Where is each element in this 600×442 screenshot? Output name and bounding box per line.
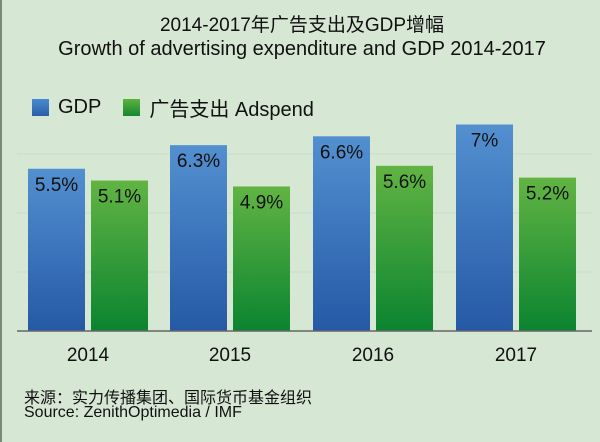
x-tick-label: 2014 (67, 345, 110, 366)
bar-gdp-2014 (28, 168, 85, 331)
bar-adspend-2015 (233, 186, 290, 331)
legend-item-adspend: 广告支出 Adspend (123, 93, 314, 122)
bar-adspend-2016 (376, 165, 433, 331)
chart-subtitle: Growth of advertising expenditure and GD… (58, 38, 546, 60)
bar-gdp-2015 (170, 145, 227, 331)
source-en: Source: ZenithOptimedia / IMF (24, 404, 242, 421)
legend: GDP 广告支出 Adspend (32, 93, 336, 122)
source-cn: 来源：实力传播集团、国际货币基金组织 (24, 390, 313, 407)
legend-swatch-gdp (32, 99, 49, 116)
x-tick-label: 2017 (495, 345, 537, 366)
legend-item-gdp: GDP (32, 96, 101, 119)
data-label: 7% (471, 131, 499, 152)
data-label: 5.5% (35, 175, 78, 196)
data-label: 5.2% (526, 184, 569, 205)
chart-title: 2014-2017年广告支出及GDP增幅 (159, 15, 445, 36)
data-label: 5.6% (383, 172, 426, 193)
data-label: 5.1% (98, 187, 141, 208)
bar-adspend-2017 (519, 177, 576, 331)
bar-gdp-2016 (313, 136, 370, 331)
data-label: 6.3% (177, 151, 220, 172)
data-label: 4.9% (240, 192, 283, 213)
bar-gdp-2017 (456, 124, 513, 331)
x-tick-label: 2015 (209, 345, 251, 366)
bar-adspend-2014 (91, 180, 148, 331)
legend-label-adspend: 广告支出 Adspend (149, 99, 314, 121)
legend-label-gdp: GDP (58, 96, 102, 118)
data-label: 6.6% (320, 142, 363, 163)
legend-swatch-adspend (123, 99, 141, 116)
x-tick-label: 2016 (352, 345, 394, 366)
